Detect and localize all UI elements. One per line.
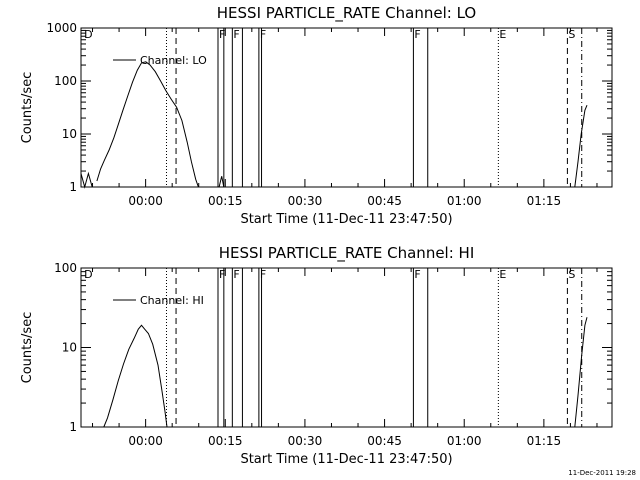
flag-label: F — [414, 268, 420, 281]
y-tick-label: 1000 — [46, 21, 77, 35]
y-tick-label: 10 — [62, 341, 77, 355]
x-tick-label: 00:15 — [208, 194, 243, 208]
plot-frame — [80, 267, 613, 428]
footer-timestamp: 11-Dec-2011 19:28 — [568, 469, 636, 477]
legend-entry: Channel: HI — [140, 294, 204, 307]
y-tick-label: 1 — [69, 420, 77, 434]
x-tick-label: 00:00 — [128, 194, 163, 208]
x-tick-label: 00:30 — [288, 434, 323, 448]
series-line — [80, 171, 93, 189]
y-tick-label: 100 — [54, 74, 77, 88]
x-tick-label: 01:15 — [527, 434, 562, 448]
plot-frame — [80, 27, 613, 188]
flag-label: S — [568, 268, 575, 281]
flag-label: F — [219, 28, 225, 41]
y-axis-label: Counts/sec — [20, 72, 35, 144]
x-tick-label: 00:00 — [128, 434, 163, 448]
x-tick-label: 01:15 — [527, 194, 562, 208]
flag-label: F — [219, 268, 225, 281]
x-tick-label: 00:15 — [208, 434, 243, 448]
chart-title: HESSI PARTICLE_RATE Channel: LO — [217, 4, 476, 23]
y-tick-label: 100 — [54, 261, 77, 275]
y-tick-label: 1 — [69, 180, 77, 194]
panel-lo: HESSI PARTICLE_RATE Channel: LO Start Tim… — [20, 4, 613, 227]
series-line — [574, 105, 588, 188]
panel-hi: HESSI PARTICLE_RATE Channel: HI Start Tim… — [20, 244, 613, 467]
x-tick-label: 00:45 — [367, 194, 402, 208]
y-tick-label: 10 — [62, 127, 77, 141]
x-tick-label: 01:00 — [447, 434, 482, 448]
series-line — [103, 324, 168, 428]
x-tick-label: 01:00 — [447, 194, 482, 208]
x-tick-label: 00:45 — [367, 434, 402, 448]
flag-label: E — [499, 268, 506, 281]
series-line — [218, 176, 225, 188]
legend-entry: Channel: LO — [140, 54, 207, 67]
flag-label: D — [84, 28, 92, 41]
x-tick-label: 00:30 — [288, 194, 323, 208]
flag-label: F — [414, 28, 420, 41]
flag-label: E — [499, 28, 506, 41]
x-axis-label: Start Time (11-Dec-11 23:47:50) — [240, 452, 452, 467]
flag-label: F — [260, 268, 266, 281]
series-line — [574, 317, 588, 428]
flag-label: S — [568, 28, 575, 41]
chart-title: HESSI PARTICLE_RATE Channel: HI — [219, 244, 475, 263]
flag-label: D — [84, 268, 92, 281]
flag-label: F — [233, 268, 239, 281]
flag-label: F — [233, 28, 239, 41]
series-line — [96, 61, 199, 188]
x-axis-label: Start Time (11-Dec-11 23:47:50) — [240, 212, 452, 227]
y-axis-label: Counts/sec — [20, 312, 35, 384]
flag-label: F — [260, 28, 266, 41]
